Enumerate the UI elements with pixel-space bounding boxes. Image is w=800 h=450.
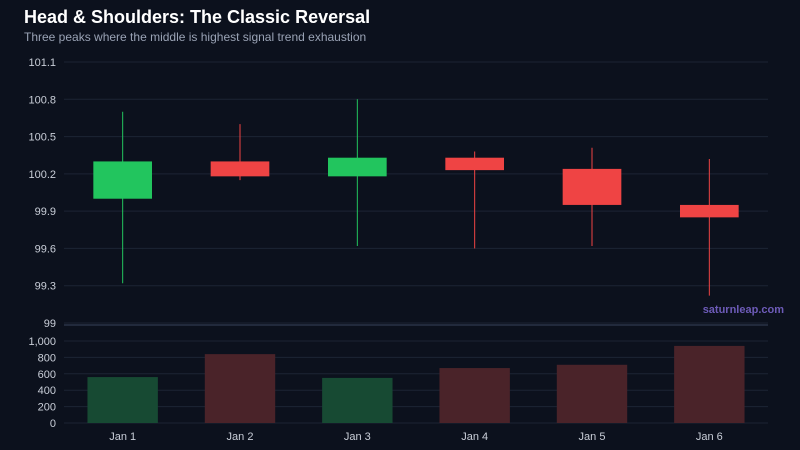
price-tick-label: 99.6 bbox=[35, 243, 56, 255]
price-tick-label: 100.2 bbox=[28, 169, 56, 181]
candle-body bbox=[210, 161, 270, 177]
volume-tick-label: 800 bbox=[38, 352, 56, 364]
price-tick-label: 100.5 bbox=[28, 132, 56, 144]
volume-axis-ticks: 0 200 400 600 800 1,000 bbox=[28, 336, 56, 430]
candles bbox=[93, 99, 739, 296]
price-tick-label: 99.3 bbox=[35, 281, 56, 293]
chart-subtitle: Three peaks where the middle is highest … bbox=[24, 30, 367, 44]
volume-tick-label: 400 bbox=[38, 385, 56, 397]
x-tick-label: Jan 4 bbox=[461, 431, 488, 443]
volume-tick-label: 1,000 bbox=[28, 336, 56, 348]
grid-layer bbox=[64, 61, 768, 424]
x-tick-label: Jan 6 bbox=[696, 431, 723, 443]
volume-bar bbox=[204, 354, 276, 423]
candle-body bbox=[680, 204, 739, 218]
candle-body bbox=[328, 157, 387, 177]
volume-bars bbox=[87, 345, 745, 423]
price-tick-label: 99.9 bbox=[35, 206, 56, 218]
x-tick-label: Jan 5 bbox=[579, 431, 606, 443]
volume-bar bbox=[439, 368, 510, 423]
candle-body bbox=[93, 161, 152, 199]
candle-body bbox=[445, 157, 504, 171]
price-tick-label: 100.8 bbox=[28, 94, 56, 106]
x-tick-label: Jan 1 bbox=[109, 431, 136, 443]
volume-tick-label: 0 bbox=[50, 418, 56, 430]
x-tick-label: Jan 2 bbox=[227, 431, 254, 443]
chart-title: Head & Shoulders: The Classic Reversal bbox=[24, 7, 371, 27]
volume-bar bbox=[322, 377, 393, 423]
candle-body bbox=[562, 168, 622, 205]
volume-tick-label: 600 bbox=[38, 369, 56, 381]
volume-bar bbox=[87, 377, 158, 423]
price-tick-label: 99 bbox=[44, 318, 56, 330]
volume-bar bbox=[674, 345, 745, 423]
x-tick-label: Jan 3 bbox=[344, 431, 371, 443]
price-tick-label: 101.1 bbox=[28, 57, 56, 69]
price-axis-ticks: 99 99.3 99.6 99.9 100.2 100.5 100.8 101.1 bbox=[28, 57, 56, 330]
volume-tick-label: 200 bbox=[38, 402, 56, 414]
x-axis-ticks: Jan 1 Jan 2 Jan 3 Jan 4 Jan 5 Jan 6 bbox=[109, 431, 723, 443]
watermark: saturnleap.com bbox=[703, 304, 785, 316]
volume-bar bbox=[556, 364, 628, 423]
